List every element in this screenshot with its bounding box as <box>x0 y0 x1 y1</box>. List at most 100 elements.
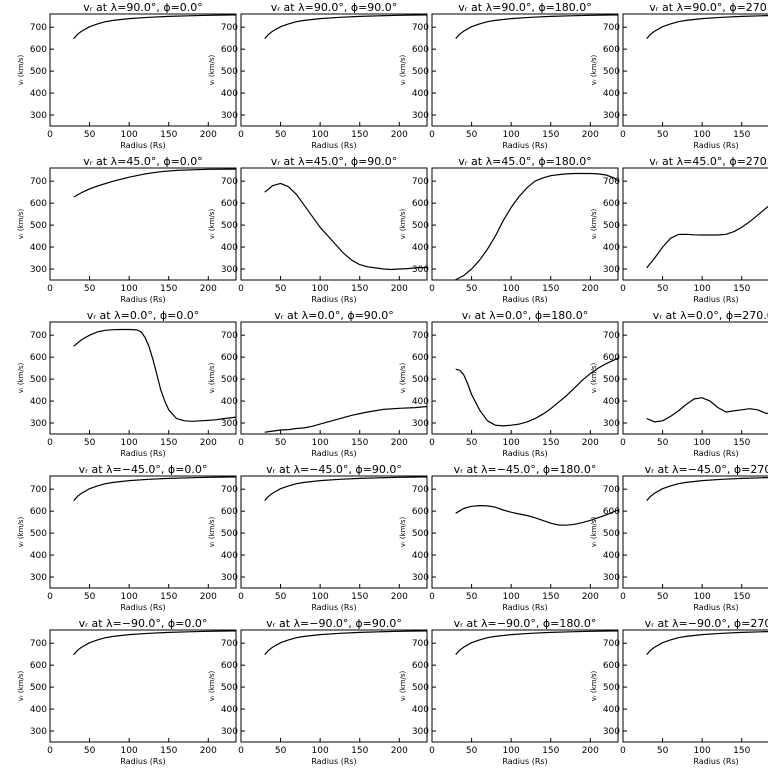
y-axis-label: vᵣ (km/s) <box>17 516 25 547</box>
plot-title: vᵣ at λ=90.0°, ϕ=270.0° <box>649 1 768 14</box>
plot-frame <box>431 321 619 435</box>
y-tick-label: 400 <box>221 243 238 253</box>
y-tick-label: 700 <box>221 639 238 649</box>
y-tick-label: 500 <box>412 67 429 77</box>
x-tick-label: 0 <box>238 284 244 294</box>
plot-frame <box>622 629 768 743</box>
subplot-3-3: vᵣ at λ=−45.0°, ϕ=270.0°0501001502003004… <box>590 463 768 612</box>
x-axis-label: Radius (Rs) <box>120 295 165 304</box>
y-tick-label: 500 <box>30 683 47 693</box>
y-tick-label: 600 <box>603 507 620 517</box>
x-axis-label: Radius (Rs) <box>311 603 356 612</box>
x-tick-label: 0 <box>238 438 244 448</box>
y-tick-label: 300 <box>221 111 238 121</box>
x-tick-label: 150 <box>160 592 177 602</box>
y-tick-label: 700 <box>603 639 620 649</box>
y-tick-label: 700 <box>221 23 238 33</box>
x-tick-label: 150 <box>351 592 368 602</box>
y-tick-label: 300 <box>221 265 238 275</box>
x-tick-label: 100 <box>503 130 520 140</box>
plot-frame <box>622 321 768 435</box>
x-tick-label: 150 <box>542 592 559 602</box>
y-tick-label: 400 <box>603 89 620 99</box>
x-tick-label: 50 <box>466 130 478 140</box>
series-line <box>455 172 619 281</box>
y-tick-label: 500 <box>412 683 429 693</box>
x-tick-label: 200 <box>582 130 599 140</box>
plot-frame <box>240 475 428 589</box>
y-tick-label: 700 <box>603 485 620 495</box>
x-tick-label: 150 <box>542 284 559 294</box>
subplot-0-2: vᵣ at λ=90.0°, ϕ=180.0° 0 50 100 150 200 300 40… <box>399 1 619 150</box>
plot-frame <box>622 167 768 281</box>
y-tick-label: 700 <box>603 177 620 187</box>
plot-frame <box>49 167 237 281</box>
y-tick-label: 600 <box>603 199 620 209</box>
x-tick-label: 150 <box>160 130 177 140</box>
x-tick-label: 200 <box>391 284 408 294</box>
x-tick-label: 50 <box>275 592 287 602</box>
x-axis-label: Radius (Rs) <box>120 757 165 766</box>
y-tick-label: 300 <box>603 419 620 429</box>
y-axis-label: vᵣ (km/s) <box>399 670 407 701</box>
y-tick-label: 500 <box>221 375 238 385</box>
x-tick-label: 50 <box>84 746 96 756</box>
y-tick-label: 700 <box>221 485 238 495</box>
x-tick-label: 50 <box>466 438 478 448</box>
y-tick-label: 600 <box>603 353 620 363</box>
y-tick-label: 700 <box>412 331 429 341</box>
x-tick-label: 50 <box>84 284 96 294</box>
y-tick-label: 700 <box>412 639 429 649</box>
y-tick-label: 500 <box>603 67 620 77</box>
subplot-0-1: vᵣ at λ=90.0°, ϕ=90.0° 0 50 100 150 200 300 400… <box>208 1 428 150</box>
x-tick-label: 50 <box>657 592 669 602</box>
x-tick-label: 100 <box>694 284 711 294</box>
x-tick-label: 150 <box>351 130 368 140</box>
y-tick-label: 400 <box>30 551 47 561</box>
x-tick-label: 100 <box>121 592 138 602</box>
plot-frame <box>240 321 428 435</box>
x-tick-label: 150 <box>733 592 750 602</box>
plot-frame <box>49 13 237 127</box>
x-tick-label: 150 <box>160 284 177 294</box>
plot-frame <box>49 629 237 743</box>
x-tick-label: 0 <box>429 592 435 602</box>
plot-title: vᵣ at λ=−90.0°, ϕ=0.0° <box>79 617 208 630</box>
x-tick-label: 0 <box>47 438 53 448</box>
plot-title: vᵣ at λ=0.0°, ϕ=270.0° <box>653 309 768 322</box>
series-line <box>73 168 237 198</box>
subplot-1-2: vᵣ at λ=45.0°, ϕ=180.0° 0 50 100 150 200 300 40… <box>399 155 619 304</box>
y-tick-label: 600 <box>412 199 429 209</box>
y-tick-label: 400 <box>30 243 47 253</box>
x-tick-label: 0 <box>429 438 435 448</box>
x-tick-label: 0 <box>238 130 244 140</box>
y-tick-label: 400 <box>30 397 47 407</box>
x-tick-label: 0 <box>620 130 626 140</box>
y-tick-label: 600 <box>221 45 238 55</box>
plot-frame <box>240 13 428 127</box>
y-axis-label: vᵣ (km/s) <box>208 670 216 701</box>
series-line <box>264 182 428 271</box>
y-tick-label: 400 <box>30 89 47 99</box>
plot-title: vᵣ at λ=45.0°, ϕ=0.0° <box>83 155 203 168</box>
y-tick-label: 700 <box>221 177 238 187</box>
x-tick-label: 100 <box>694 438 711 448</box>
y-tick-label: 400 <box>412 243 429 253</box>
plot-frame <box>431 475 619 589</box>
y-tick-label: 600 <box>30 199 47 209</box>
x-tick-label: 200 <box>200 438 217 448</box>
x-axis-label: Radius (Rs) <box>120 449 165 458</box>
x-tick-label: 150 <box>351 746 368 756</box>
y-tick-label: 300 <box>30 111 47 121</box>
y-tick-label: 400 <box>603 705 620 715</box>
x-tick-label: 200 <box>582 746 599 756</box>
x-axis-label: Radius (Rs) <box>693 603 738 612</box>
series-line <box>73 476 237 502</box>
x-tick-label: 0 <box>429 130 435 140</box>
y-tick-label: 400 <box>221 551 238 561</box>
plot-title: vᵣ at λ=90.0°, ϕ=180.0° <box>458 1 592 14</box>
y-tick-label: 600 <box>30 507 47 517</box>
subplot-2-2: vᵣ at λ=0.0°, ϕ=180.0° 0 50 100 150 200 300 400… <box>399 309 619 458</box>
y-tick-label: 500 <box>412 529 429 539</box>
subplot-4-1: vᵣ at λ=−90.0°, ϕ=90.0° 0 50 100 150 200 300 40… <box>208 617 428 766</box>
